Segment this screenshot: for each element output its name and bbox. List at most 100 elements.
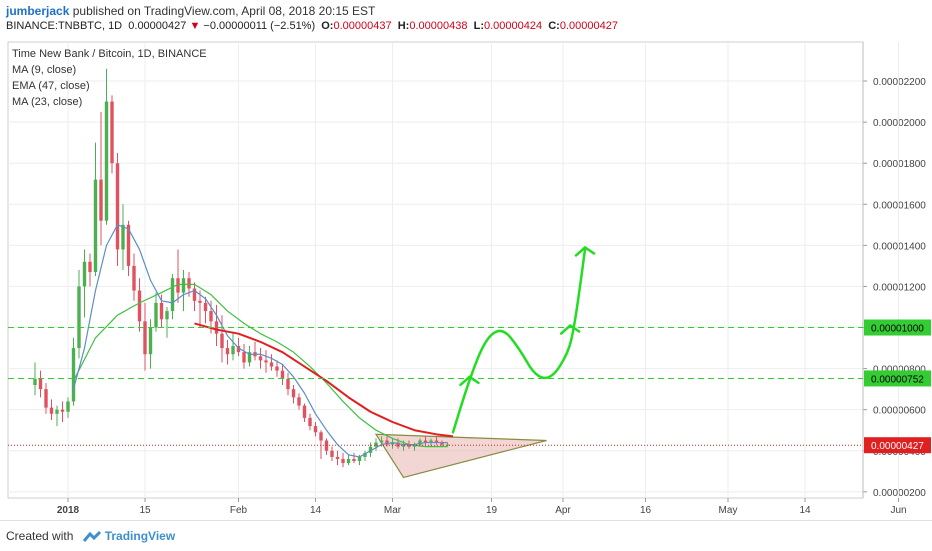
down-arrow-icon: ▼ (189, 20, 201, 32)
last-price: 0.00000427 (128, 20, 187, 32)
candle-down (280, 370, 285, 379)
candle-up (55, 409, 59, 414)
candle-down (308, 417, 312, 427)
candle-down (434, 440, 439, 443)
x-tick-label: May (719, 505, 738, 516)
author-link[interactable]: jumberjack (6, 4, 70, 18)
candle-down (258, 356, 263, 361)
level-tag (864, 319, 931, 336)
candle-up (445, 444, 450, 446)
footer-credit: Created with TradingView (6, 529, 175, 543)
candle-up (379, 440, 384, 443)
low-label: L: (473, 20, 484, 32)
legend-ma23: MA (23, close) (12, 96, 83, 108)
candle-down (198, 300, 202, 303)
open-label: O: (321, 20, 334, 32)
candle-down (203, 302, 208, 312)
ohlc-line: BINANCE:TNBBTC, 1D 0.00000427 ▼ −0.00000… (6, 20, 618, 32)
candle-down (313, 426, 318, 433)
x-tick-label: 14 (799, 505, 811, 516)
arrow-head-1 (459, 375, 480, 387)
level-label: 0.00001000 (871, 324, 924, 335)
candle-down (126, 224, 131, 266)
candle-down (132, 265, 136, 291)
low-value: 0.00000424 (483, 20, 543, 32)
candle-down (275, 366, 279, 371)
candle-up (148, 327, 153, 355)
candle-up (346, 458, 351, 464)
candle-up (390, 442, 395, 445)
publish-info: published on TradingView.com, April 08, … (72, 4, 376, 18)
legend-ema47: EMA (47, close) (12, 80, 90, 92)
candle-up (165, 311, 169, 320)
ema47-line (194, 322, 454, 438)
candle-down (137, 290, 142, 322)
candle-down (143, 321, 147, 355)
x-tick-label: 14 (310, 505, 322, 516)
arrow-head-3 (574, 245, 596, 257)
candle-down (60, 409, 65, 412)
candle-up (71, 348, 76, 402)
y-tick-label: 0.00002200 (873, 77, 926, 88)
last-price-label: 0.00000427 (871, 441, 924, 452)
x-tick-label: Apr (555, 505, 571, 516)
candle-down (440, 442, 444, 445)
candle-up (363, 452, 367, 457)
candle-down (220, 333, 224, 349)
y-tick-label: 0.00000200 (873, 488, 926, 499)
candle-down (214, 321, 219, 334)
footer: Created with TradingView (0, 520, 932, 551)
candle-down (297, 397, 301, 406)
price-change: −0.00000011 (−2.51%) (203, 20, 316, 32)
candle-up (429, 440, 433, 443)
candle-down (44, 389, 48, 408)
candle-up (418, 440, 422, 445)
arrow-head-2 (559, 323, 581, 335)
close-value: 0.00000427 (559, 20, 618, 32)
y-tick-label: 0.00000800 (873, 365, 926, 376)
tradingview-brand[interactable]: TradingView (104, 529, 176, 543)
x-tick-label: 15 (139, 505, 151, 516)
candle-up (121, 224, 125, 250)
level-label: 0.00000752 (871, 374, 924, 385)
candle-up (368, 446, 373, 453)
candle-down (302, 405, 307, 418)
x-tick-label: 16 (640, 505, 652, 516)
y-tick-label: 0.00001600 (873, 200, 926, 211)
level-tag (864, 370, 931, 387)
y-tick-label: 0.00001200 (873, 282, 926, 293)
candle-down (236, 346, 241, 353)
y-tick-label: 0.00001400 (873, 241, 926, 252)
candle-up (374, 442, 378, 447)
candle-down (88, 261, 92, 273)
last-price-tag (864, 437, 931, 454)
y-tick-label: 0.00001800 (873, 159, 926, 170)
candle-down (264, 360, 268, 363)
candle-up (77, 286, 81, 349)
candle-up (401, 444, 406, 447)
high-value: 0.00000438 (409, 20, 468, 32)
symbol-label: BINANCE:TNBBTC, 1D (6, 20, 123, 32)
price-chart[interactable]: 0.00002200 0.00002000 0.00001800 0.00001600… (0, 0, 932, 520)
candle-up (154, 302, 158, 328)
chart-legend: Time New Bank / Bitcoin, 1D, BINANCE MA … (12, 46, 207, 110)
candle-down (176, 278, 180, 293)
publish-line: jumberjack published on TradingView.com,… (6, 4, 375, 18)
candle-down (110, 101, 114, 164)
candle-down (319, 432, 323, 441)
candle-down (225, 348, 230, 355)
y-tick-label: 0.00000600 (873, 406, 926, 417)
candle-down (286, 378, 290, 390)
candle-down (407, 444, 411, 447)
candle-down (269, 362, 274, 367)
legend-ma9: MA (9, close) (12, 64, 77, 76)
open-value: 0.00000437 (333, 20, 392, 32)
candle-down (335, 456, 340, 459)
plot-area (7, 41, 864, 499)
candle-down (115, 163, 120, 250)
y-tick-label: 0.00002000 (873, 118, 926, 129)
candle-up (357, 456, 362, 462)
x-tick-label: Feb (230, 505, 248, 516)
candle-down (242, 352, 246, 363)
candle-down (396, 442, 400, 447)
